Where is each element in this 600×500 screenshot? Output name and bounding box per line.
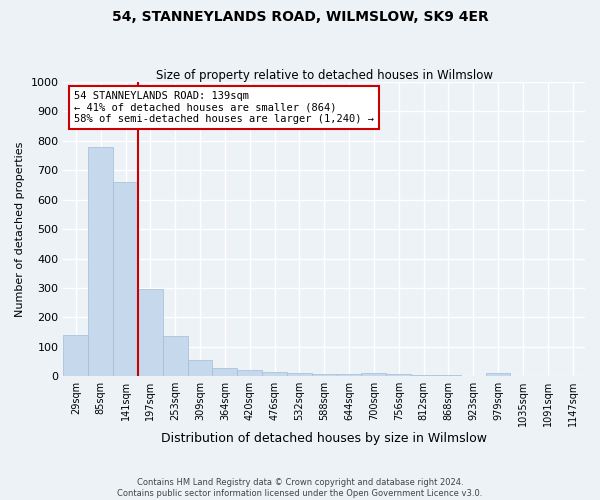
Bar — [312, 374, 337, 376]
Bar — [138, 290, 163, 376]
Bar — [113, 182, 138, 376]
Text: Contains HM Land Registry data © Crown copyright and database right 2024.
Contai: Contains HM Land Registry data © Crown c… — [118, 478, 482, 498]
Bar — [163, 336, 188, 376]
Title: Size of property relative to detached houses in Wilmslow: Size of property relative to detached ho… — [156, 69, 493, 82]
Bar — [212, 368, 237, 376]
Bar — [88, 148, 113, 376]
Bar — [188, 360, 212, 376]
Bar — [485, 372, 511, 376]
X-axis label: Distribution of detached houses by size in Wilmslow: Distribution of detached houses by size … — [161, 432, 487, 445]
Bar — [411, 374, 436, 376]
Bar — [64, 335, 88, 376]
Bar — [262, 372, 287, 376]
Bar — [386, 374, 411, 376]
Bar — [237, 370, 262, 376]
Text: 54, STANNEYLANDS ROAD, WILMSLOW, SK9 4ER: 54, STANNEYLANDS ROAD, WILMSLOW, SK9 4ER — [112, 10, 488, 24]
Bar — [361, 374, 386, 376]
Bar — [337, 374, 361, 376]
Bar — [287, 374, 312, 376]
Text: 54 STANNEYLANDS ROAD: 139sqm
← 41% of detached houses are smaller (864)
58% of s: 54 STANNEYLANDS ROAD: 139sqm ← 41% of de… — [74, 91, 374, 124]
Y-axis label: Number of detached properties: Number of detached properties — [15, 142, 25, 317]
Bar — [436, 374, 461, 376]
